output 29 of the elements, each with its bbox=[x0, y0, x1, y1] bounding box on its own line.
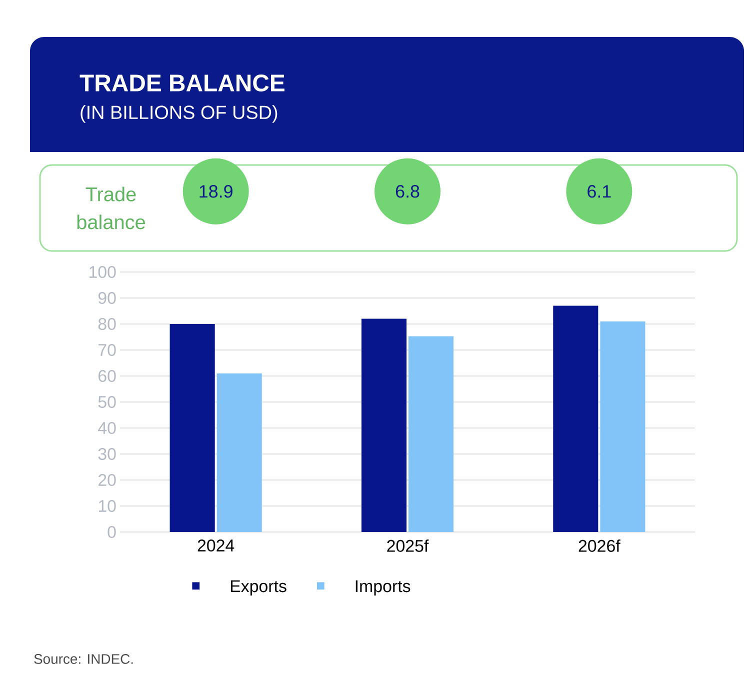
x-tick-label: 2024 bbox=[198, 540, 234, 552]
chart-title: TRADE BALANCE bbox=[80, 74, 284, 92]
bar bbox=[361, 318, 407, 532]
bar bbox=[216, 373, 262, 532]
bar bbox=[408, 336, 454, 532]
y-tick-label: 100 bbox=[90, 266, 116, 278]
chart-subtitle: (IN BILLIONS OF USD) bbox=[80, 105, 278, 123]
bar bbox=[553, 306, 598, 532]
text: 18.9 bbox=[200, 185, 232, 198]
y-tick-label: 30 bbox=[98, 448, 116, 460]
legend-label: Exports bbox=[230, 580, 286, 596]
y-tick-label: 90 bbox=[98, 292, 116, 304]
y-tick-label: 20 bbox=[98, 474, 116, 486]
text: 6.8 bbox=[396, 185, 420, 198]
y-tick-label: 50 bbox=[98, 396, 116, 408]
legend-label: Imports bbox=[356, 580, 410, 596]
x-tick-label: 2025f bbox=[387, 540, 429, 552]
y-tick-label: 10 bbox=[98, 500, 116, 512]
source-note: Source: INDEC. bbox=[34, 654, 133, 664]
y-tick-label: 80 bbox=[98, 318, 116, 330]
y-tick-label: 0 bbox=[108, 526, 116, 538]
bar bbox=[600, 321, 646, 532]
y-tick-label: 40 bbox=[98, 422, 116, 434]
y-tick-label: 70 bbox=[98, 344, 116, 356]
text: Trade balance bbox=[77, 186, 145, 230]
x-tick-label: 2026f bbox=[578, 540, 620, 552]
y-tick-label: 60 bbox=[98, 370, 116, 382]
text: 6.1 bbox=[588, 185, 611, 198]
bar bbox=[170, 324, 215, 532]
